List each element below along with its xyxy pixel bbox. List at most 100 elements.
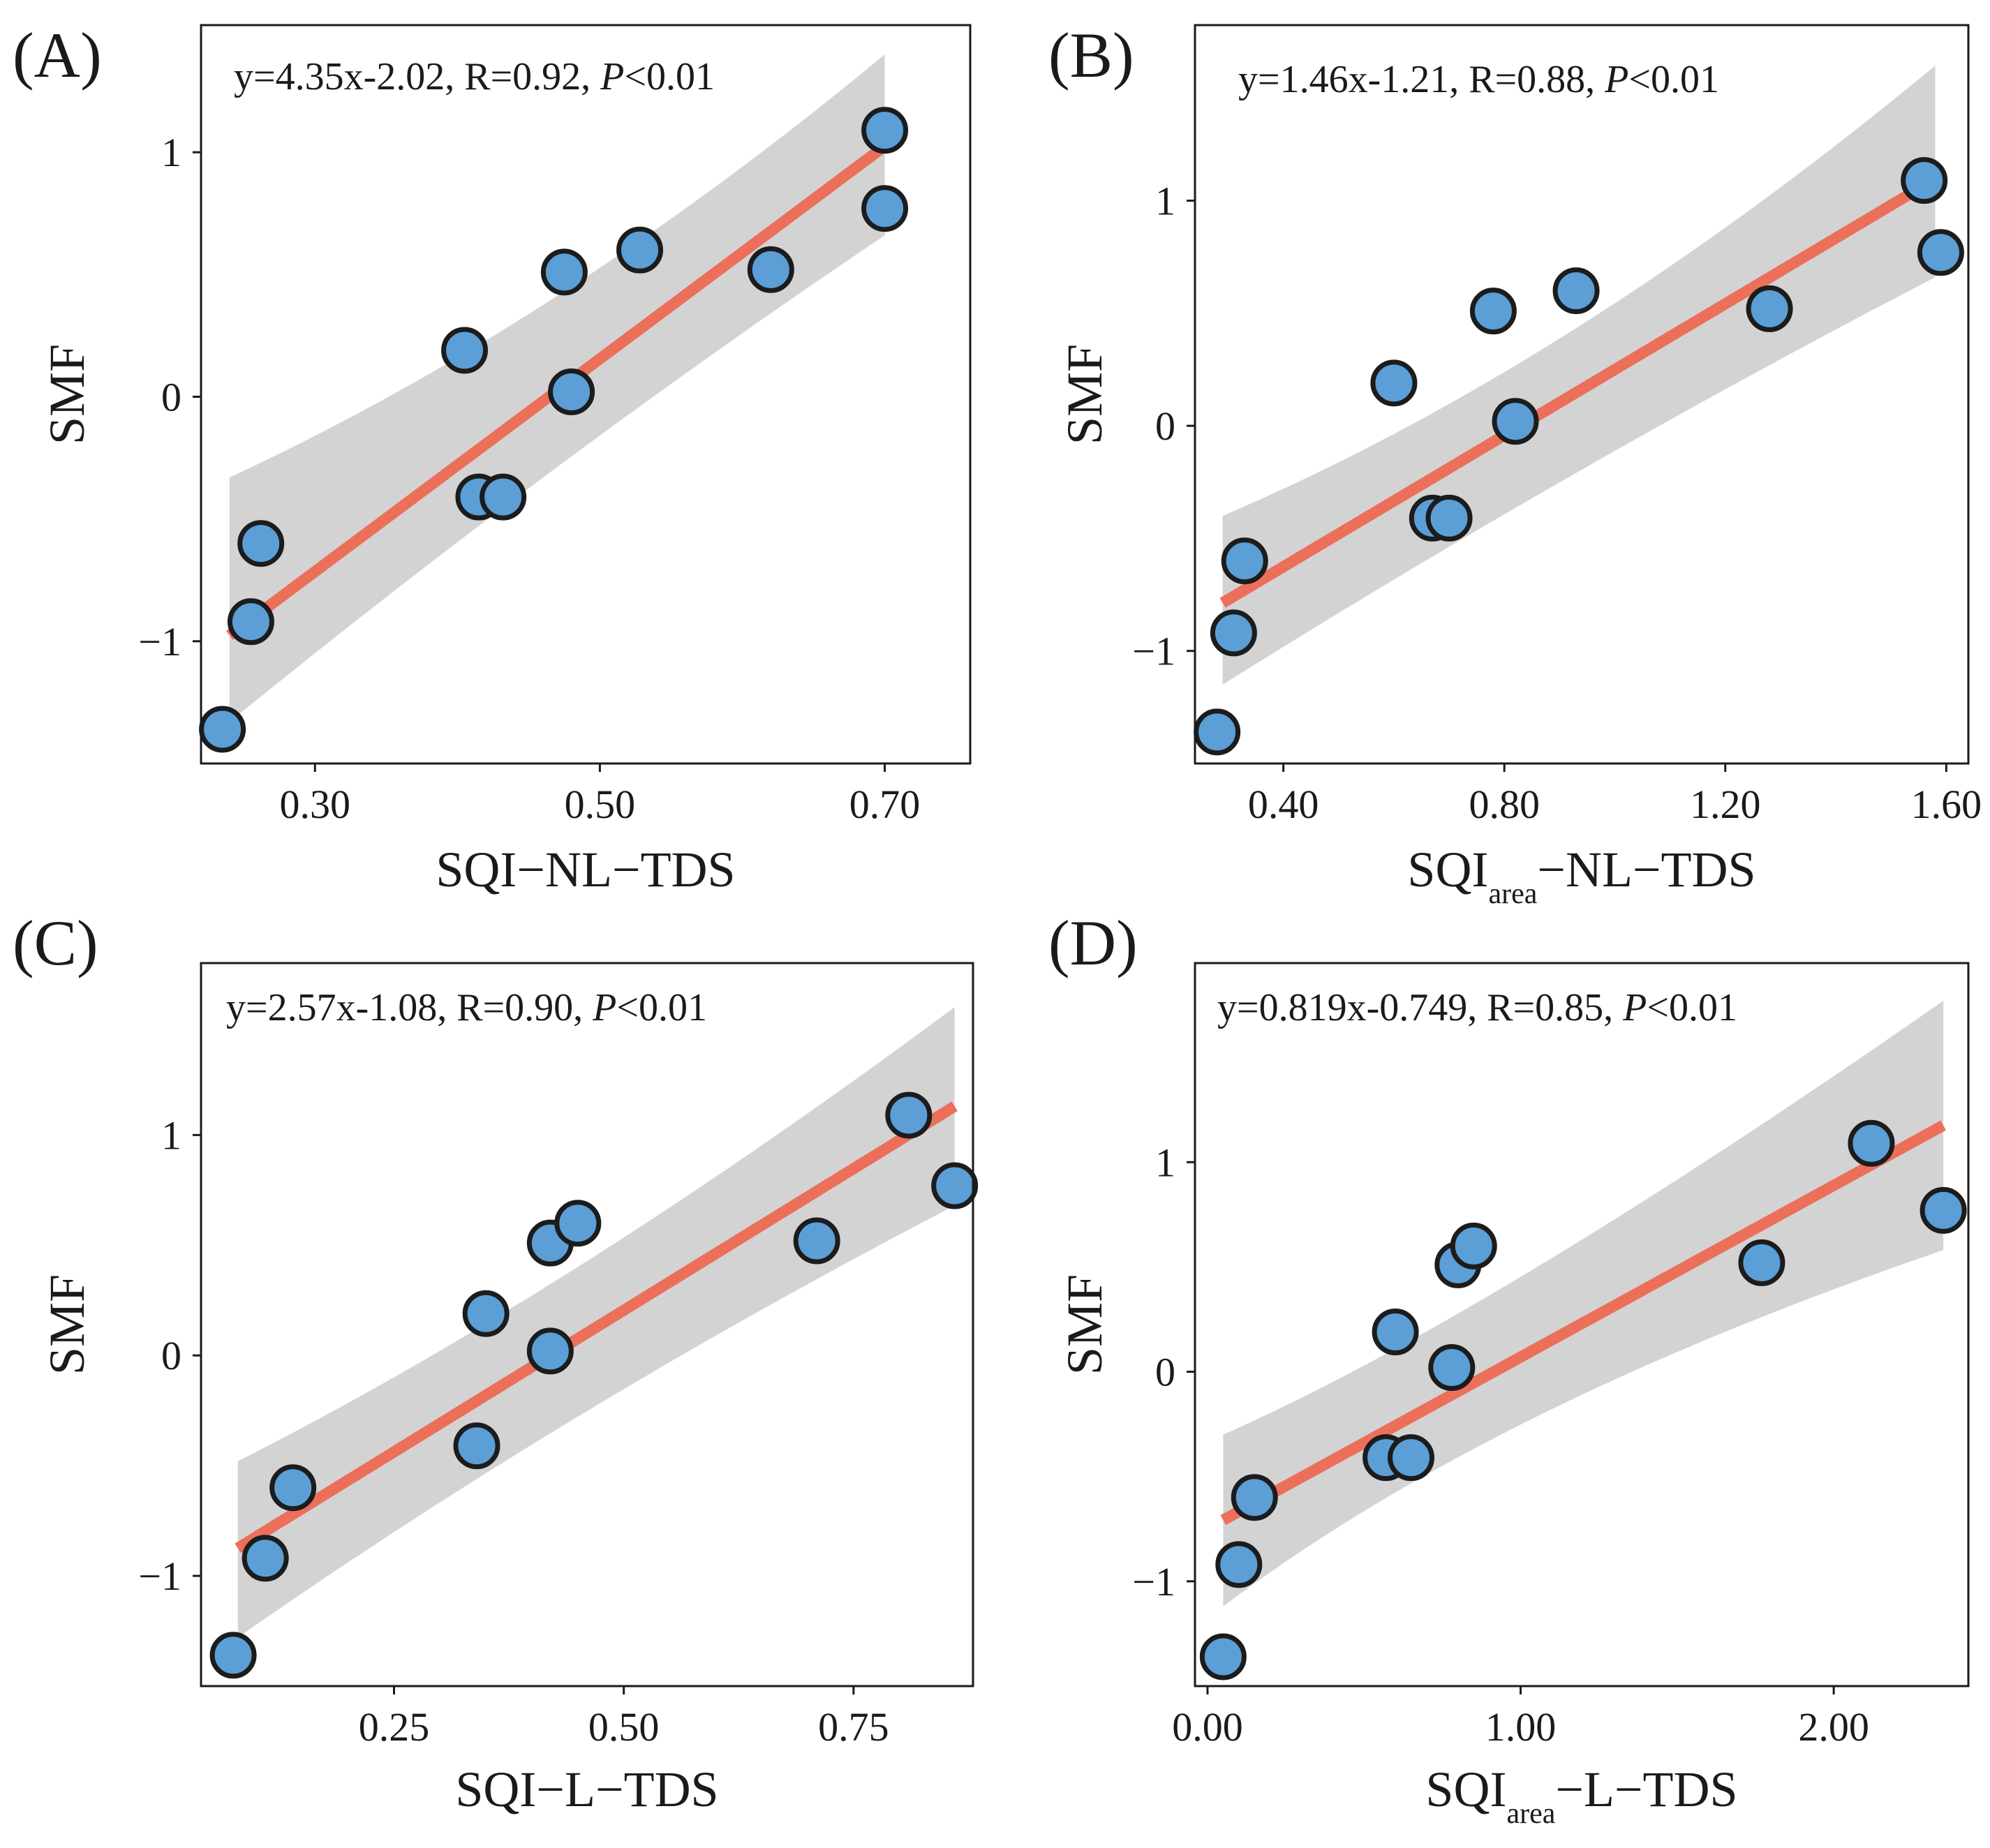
panel-a: −1 0 1 0.30 0.50 0.70 (A) y=4.35x-2.02, R=0.92,… — [13, 20, 972, 897]
y-tick-label: 0 — [161, 375, 181, 420]
data-point-7 — [540, 248, 588, 296]
regression-equation: y=2.57x-1.08, R=0.90, P<0.01 — [226, 986, 707, 1029]
data-point-7 — [526, 1327, 574, 1375]
y-tick-label: −1 — [138, 619, 181, 664]
x-axis-title-suffix: −L−TDS — [1555, 1761, 1737, 1817]
y-tick-label: 1 — [161, 1112, 181, 1158]
x-tick-label: 0.50 — [588, 1704, 660, 1750]
y-tick-label: 0 — [1155, 1350, 1175, 1395]
x-tick-label: 2.00 — [1798, 1704, 1869, 1750]
data-point-8 — [548, 368, 595, 415]
data-point-4 — [1370, 359, 1418, 407]
data-point-8 — [554, 1200, 602, 1247]
x-tick-label: 0.75 — [818, 1704, 889, 1750]
p-value: <0.01 — [624, 55, 715, 98]
data-point-9 — [1552, 267, 1600, 315]
data-point-12 — [1917, 229, 1964, 276]
data-point-8 — [1492, 398, 1539, 445]
x-tick-label: 1.60 — [1911, 782, 1982, 827]
plot-frame — [1194, 24, 1970, 765]
y-tick-label: 0 — [1155, 403, 1175, 449]
panel-label: (B) — [1048, 20, 1134, 91]
data-point-9 — [1450, 1222, 1497, 1269]
data-point-7 — [1469, 288, 1517, 335]
data-point-4 — [1372, 1309, 1419, 1356]
x-tick-label: 1.20 — [1690, 782, 1761, 827]
y-tick-label: 1 — [161, 130, 181, 175]
p-symbol: P — [592, 986, 616, 1029]
p-value: <0.01 — [1647, 986, 1737, 1029]
data-point-1 — [1194, 708, 1241, 756]
data-point-4 — [462, 1290, 510, 1337]
x-tick-label: 0.30 — [280, 782, 351, 827]
data-point-11 — [931, 1162, 979, 1209]
x-axis-title-main: SQI−L−TDS — [455, 1761, 718, 1817]
panel-label: (D) — [1048, 907, 1138, 978]
y-tick-label: 1 — [1155, 179, 1175, 224]
data-point-2 — [227, 598, 274, 646]
regression-equation: y=4.35x-2.02, R=0.92, P<0.01 — [234, 55, 715, 98]
plot-frame — [200, 24, 972, 765]
equation-text: y=4.35x-2.02, R=0.92, — [234, 55, 600, 98]
data-point-1 — [209, 1632, 257, 1679]
data-point-12 — [1920, 1186, 1967, 1234]
y-tick-label: −1 — [138, 1553, 181, 1599]
data-point-2 — [1210, 609, 1257, 657]
data-point-5 — [453, 1422, 500, 1470]
p-value: <0.01 — [1628, 58, 1719, 101]
data-point-3 — [1231, 1474, 1278, 1521]
data-point-2 — [242, 1535, 289, 1582]
data-point-3 — [237, 520, 285, 567]
regression-line — [235, 1101, 958, 1553]
data-point-10 — [747, 246, 794, 293]
data-point-3 — [1221, 537, 1268, 585]
x-tick-label: 1.00 — [1485, 1704, 1557, 1750]
x-tick-label: 0.40 — [1248, 782, 1319, 827]
data-point-11 — [861, 107, 909, 154]
data-point-6 — [480, 473, 527, 521]
y-axis-title: SMF — [1057, 344, 1113, 445]
x-axis-title: SQI−NL−TDS — [436, 842, 735, 897]
y-axis-title: SMF — [39, 1274, 95, 1375]
data-point-4 — [441, 327, 489, 374]
x-axis-title-main: SQI — [1425, 1761, 1506, 1817]
data-point-1 — [199, 706, 246, 753]
panel-c: −1 0 1 0.25 0.50 0.75 (C) y=2.57x-1.08, R=0.90,… — [13, 907, 979, 1817]
regression-line — [1219, 174, 1938, 608]
p-value: <0.01 — [616, 986, 707, 1029]
x-tick-label: 0.70 — [849, 782, 921, 827]
x-axis-title: SQIarea−L−TDS — [1425, 1761, 1737, 1830]
x-axis-title-main: SQI−NL−TDS — [436, 842, 735, 897]
panel-label: (C) — [13, 907, 98, 978]
data-point-9 — [616, 226, 664, 274]
y-tick-label: 1 — [1155, 1140, 1175, 1185]
data-point-11 — [1848, 1119, 1895, 1167]
x-tick-label: 0.80 — [1469, 782, 1540, 827]
data-point-3 — [269, 1464, 317, 1512]
x-axis-title: SQIarea−NL−TDS — [1407, 842, 1755, 910]
x-axis-title-suffix: −NL−TDS — [1537, 842, 1755, 897]
panel-d: −1 0 1 0.00 1.00 2.00 (D) y=0.819x-0.749, R=0.8… — [1048, 907, 1970, 1830]
data-point-10 — [1746, 285, 1793, 332]
panel-label: (A) — [13, 20, 102, 91]
regression-equation: y=1.46x-1.21, R=0.88, P<0.01 — [1238, 58, 1719, 101]
p-symbol: P — [600, 55, 624, 98]
x-tick-label: 0.00 — [1172, 1704, 1243, 1750]
data-point-1 — [1199, 1633, 1247, 1681]
y-axis-title: SMF — [1057, 1274, 1113, 1375]
equation-text: y=1.46x-1.21, R=0.88, — [1238, 58, 1605, 101]
equation-text: y=2.57x-1.08, R=0.90, — [226, 986, 593, 1029]
data-point-6 — [1425, 494, 1473, 542]
regression-line — [1220, 1120, 1946, 1526]
plot-frame — [1194, 962, 1970, 1687]
data-point-9 — [793, 1217, 840, 1265]
x-tick-label: 0.25 — [359, 1704, 430, 1750]
x-axis-title: SQI−L−TDS — [455, 1761, 718, 1817]
plot-frame — [200, 962, 974, 1687]
data-point-10 — [1738, 1239, 1785, 1286]
y-tick-label: −1 — [1132, 629, 1175, 674]
data-point-11 — [1901, 157, 1948, 204]
p-symbol: P — [1622, 986, 1647, 1029]
data-point-12 — [861, 185, 909, 232]
